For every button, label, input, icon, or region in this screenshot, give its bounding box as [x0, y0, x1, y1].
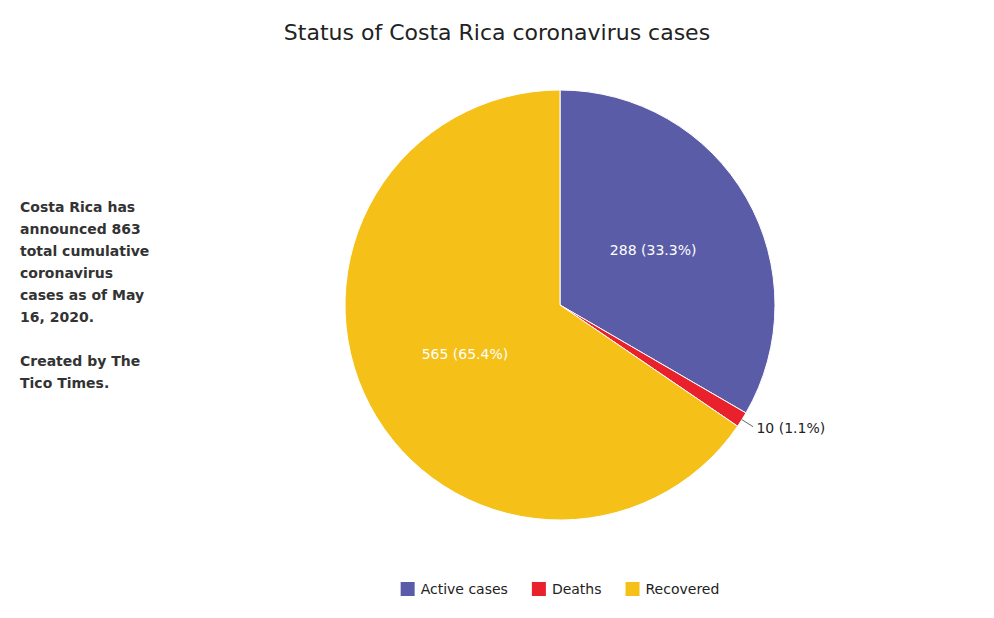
legend-item: Recovered	[626, 581, 720, 597]
annotation: Costa Rica has announced 863 total cumulat…	[20, 199, 149, 391]
data-label: 565 (65.4%)	[422, 346, 509, 362]
annotation-line: coronavirus	[20, 265, 113, 281]
legend-label: Deaths	[552, 581, 602, 597]
title: Status of Costa Rica coronavirus cases	[284, 20, 710, 45]
legend: Active cases Deaths Recovered	[401, 581, 720, 597]
annotation-line: total cumulative	[20, 243, 149, 259]
chart: Status of Costa Rica coronavirus cases Co…	[0, 0, 994, 618]
legend-label: Active cases	[421, 581, 508, 597]
legend-swatch	[626, 582, 640, 596]
data-label: 10 (1.1%)	[756, 420, 825, 436]
annotation-line: Costa Rica has	[20, 199, 135, 215]
pie	[345, 90, 775, 520]
legend-item: Deaths	[532, 581, 602, 597]
annotation-line: announced 863	[20, 221, 141, 237]
annotation-line: 16, 2020.	[20, 309, 94, 325]
leader-line	[742, 420, 753, 427]
legend-swatch	[532, 582, 546, 596]
legend-swatch	[401, 582, 415, 596]
slice	[345, 90, 738, 520]
annotation-line: cases as of May	[20, 287, 144, 303]
legend-item: Active cases	[401, 581, 508, 597]
data-labels: 288 (33.3%) 10 (1.1%) 565 (65.4%)	[422, 242, 826, 435]
data-label: 288 (33.3%)	[610, 242, 697, 258]
annotation-line: Created by The	[20, 353, 140, 369]
annotation-line: Tico Times.	[20, 375, 109, 391]
legend-label: Recovered	[646, 581, 720, 597]
